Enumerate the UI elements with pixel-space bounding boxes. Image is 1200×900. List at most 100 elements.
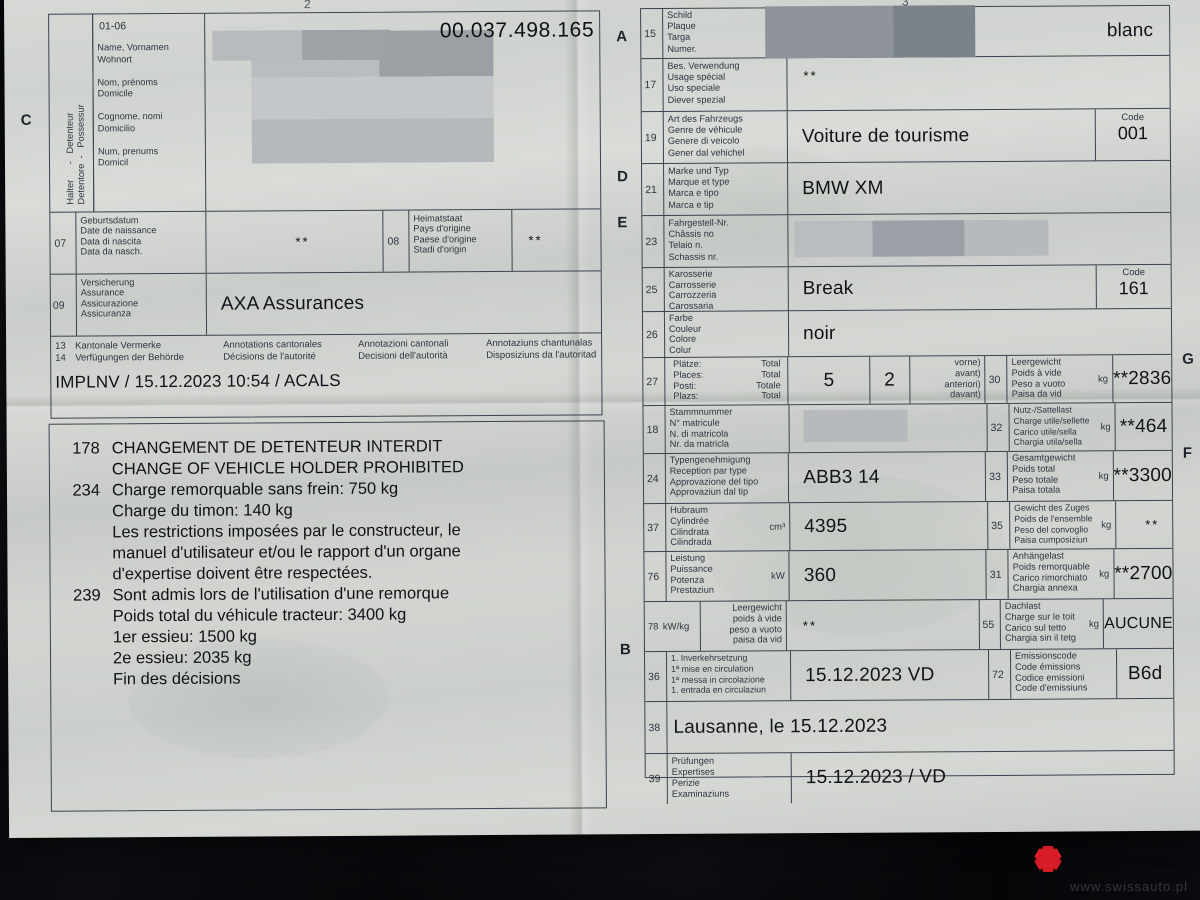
annotations-fr-1: Annotations cantonales <box>223 339 322 351</box>
holder-label-cell: 01-06 Name, Vornamen Wohnort Nom, prénom… <box>93 13 207 212</box>
serial-value-cell <box>789 403 988 453</box>
birthdate-label-cell: Geburtsdatum Date de naissance Data di n… <box>76 211 207 274</box>
vehicle-type-code-label: Code <box>1121 112 1145 124</box>
decision-code: 239 <box>73 586 101 605</box>
place-date-value-cell: Lausanne, le 15.12.2023 <box>667 699 1173 753</box>
registration-number: 00.037.498.165 <box>439 18 595 43</box>
side-letter-c: C <box>20 111 32 129</box>
annotations-row: 13 14 Kantonale Vermerke Verfügungen der… <box>51 333 601 417</box>
roofload-unit: kg <box>1088 618 1100 630</box>
colour-label-cell: Farbe Couleur Colore Colur <box>664 311 790 357</box>
make-model-num-cell: 21 <box>642 163 665 216</box>
inspections-value: 15.12.2023 / VD <box>805 766 947 789</box>
power-value-cell: 360 <box>789 550 988 601</box>
column-header-left: 2 <box>303 0 311 12</box>
colour-num-cell: 26 <box>642 311 666 358</box>
emissions-num: 72 <box>992 668 1004 681</box>
serial-num-cell: 18 <box>643 405 666 454</box>
birthdate-origin-row: 07 Geburtsdatum Date de naissance Data d… <box>50 209 601 275</box>
payload-value: **464 <box>1119 415 1168 437</box>
annotations-it-1: Annotazioni cantonali <box>358 338 449 350</box>
unladen-label-cell: Leergewicht Poids à vide Peso a vuoto Pa… <box>1007 355 1114 403</box>
swissauto-brand-label: swissauto <box>1067 846 1179 871</box>
decision-text: Charge remorquable sans frein: 750 kg Ch… <box>111 479 461 584</box>
side-letter-g: G <box>1182 350 1194 368</box>
displacement-value-cell: 4395 <box>790 501 989 551</box>
serial-num: 18 <box>646 423 659 436</box>
annotations-cell: 13 14 Kantonale Vermerke Verfügungen der… <box>51 333 601 417</box>
holder-vertical-spacer <box>49 14 95 212</box>
make-model-label-cell: Marke und Typ Marque et type Marca e tip… <box>664 163 789 215</box>
firstreg-label-cell: 1. Inverkehrsetzung 1ª mise en circulati… <box>666 651 792 701</box>
insurance-label-cell: Versicherung Assurance Assicurazione Ass… <box>76 273 208 336</box>
decision-code: 178 <box>72 439 100 458</box>
make-model-value: BMW XM <box>802 177 884 199</box>
colour-num: 26 <box>646 328 658 341</box>
annotations-de-1: Kantonale Vermerke <box>75 340 162 352</box>
seats-front-label-cell: vorne) avant) anteriori) davant) <box>909 356 986 404</box>
body-num: 25 <box>645 283 658 296</box>
swissauto-watermark: swissauto™ <box>1033 846 1188 872</box>
vehicle-type-label-cell: Art des Fahrzeugs Genre de véhicule Gene… <box>663 111 789 163</box>
annotations-rm-2: Disposiziuns da l'autoritad <box>486 348 597 361</box>
seats-labels-left: Plätze: Places: Posti: Plazs: <box>673 358 704 402</box>
roofload-label-cell: Dachlast Charge sur le toit Carico sul t… <box>1000 599 1105 649</box>
inspections-num-cell: 39 <box>645 753 668 805</box>
displacement-value: 4395 <box>804 515 848 537</box>
approval-num: 24 <box>646 472 659 485</box>
insurance-row: 09 Versicherung Assurance Assicurazione … <box>50 271 602 337</box>
birthdate-value: ** <box>295 234 310 250</box>
origin-num: 08 <box>387 235 400 248</box>
plate-num-cell: 15 <box>641 8 664 59</box>
totalweight-value-cell: **3300 <box>1113 451 1172 500</box>
special-use-num-cell: 17 <box>641 58 664 112</box>
seats-front-labels: vorne) avant) anteriori) davant) <box>944 357 981 400</box>
displacement-unit: cm³ <box>769 521 786 533</box>
seats-num-cell: 27 <box>643 357 666 406</box>
powerratio-unit-label: kW/kg <box>662 620 690 632</box>
decision-item: 234 Charge remorquable sans frein: 750 k… <box>56 477 597 585</box>
decision-text: Sont admis lors de l'utilisation d'une r… <box>112 584 450 689</box>
firstreg-value: 15.12.2023 VD <box>805 663 935 686</box>
displacement-label-cell: Hubraum Cylindrée Cilindrata Cilindrada … <box>666 503 791 551</box>
displacement-num: 37 <box>647 521 659 534</box>
power-num-cell: 76 <box>644 551 667 602</box>
trainweight-value-cell: ** <box>1116 501 1172 548</box>
totalweight-unit: kg <box>1098 470 1109 482</box>
plate-num: 15 <box>644 27 656 40</box>
trainweight-num-cell: 35 <box>988 501 1011 549</box>
payload-value-cell: **464 <box>1115 403 1171 450</box>
colour-value: noir <box>802 322 836 344</box>
trailer-labels: Anhängelast Poids remorquable Carico rim… <box>1012 550 1090 594</box>
firstreg-emissions-row: 36 1. Inverkehrsetzung 1ª mise en circul… <box>644 648 1174 703</box>
firstreg-value-cell: 15.12.2023 VD <box>790 649 990 701</box>
emissions-label-cell: Emissionscode Code émissions Codice emis… <box>1010 649 1118 699</box>
plate-labels: Schild Plaque Targa Numer. <box>667 9 697 54</box>
chassis-num-cell: 23 <box>642 215 665 268</box>
trailer-value-cell: **2700 <box>1114 549 1173 598</box>
origin-labels: Heimatstaat Pays d'origine Paese d'origi… <box>413 213 477 255</box>
totalweight-value: **3300 <box>1113 464 1172 486</box>
annotations-num-13: 13 <box>55 340 66 352</box>
unladen-unit: kg <box>1097 373 1109 385</box>
make-model-labels: Marke und Typ Marque et type Marca e tip… <box>668 165 730 210</box>
seats-labels-total: Total Total Totale Total <box>756 358 781 401</box>
chassis-value <box>788 213 1170 266</box>
swissauto-brand-text: swissauto™ <box>1068 846 1188 872</box>
powerratio-num-cell: 78 kW/kg <box>644 601 702 652</box>
displacement-trainweight-row: 37 Hubraum Cylindrée Cilindrata Cilindra… <box>644 500 1173 553</box>
annotations-value: IMPLNV / 15.12.2023 10:54 / ACALS <box>55 370 341 392</box>
power-label-cell: Leistung Puissance Potenza Prestaziun kW <box>666 551 790 601</box>
inspections-num: 39 <box>648 773 661 786</box>
approval-labels: Typengenehmigung Reception par type Appr… <box>669 454 759 498</box>
emissions-value: B6d <box>1127 662 1163 684</box>
place-date-value: Lausanne, le 15.12.2023 <box>673 715 888 738</box>
vehicle-type-labels: Art des Fahrzeugs Genre de véhicule Gene… <box>667 113 745 158</box>
decision-text: CHANGEMENT DE DETENTEUR INTERDIT CHANGE … <box>111 437 464 479</box>
trailer-num: 31 <box>989 568 1002 581</box>
body-label-cell: Karosserie Carrosserie Carrozzeria Caros… <box>664 267 789 311</box>
birthdate-num: 07 <box>54 237 67 250</box>
vehicle-data-section: 15 Schild Plaque Targa Numer. blanc 17 B… <box>640 4 1175 805</box>
special-use-labels: Bes. Verwendung Usage spécial Uso specia… <box>667 60 740 105</box>
registration-document-paper: 2 3 C Halter - Detenteur Detentore - Pos… <box>4 0 1200 838</box>
